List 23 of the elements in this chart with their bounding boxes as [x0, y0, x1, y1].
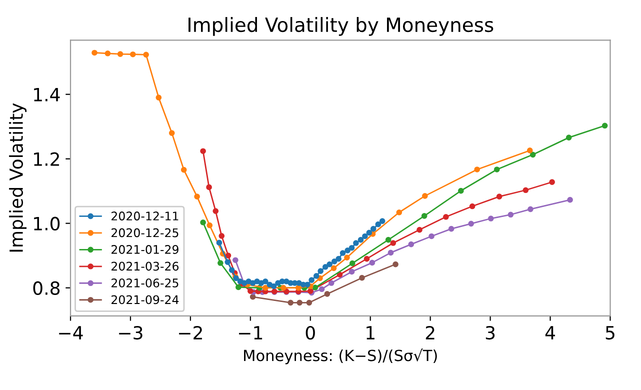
legend-label: 2021-09-24 [112, 295, 179, 304]
y-tick-label: 1.2 [34, 152, 59, 166]
legend-label: 2021-03-26 [112, 262, 179, 271]
x-tick-label: 0 [306, 326, 315, 340]
y-axis-title: Implied Volatility [9, 103, 27, 252]
y-tick-label: 0.8 [33, 281, 60, 295]
y-tick-label: 1.4 [34, 88, 60, 102]
legend-label: 2020-12-25 [112, 228, 178, 238]
y-tick-label: 1.0 [34, 216, 60, 230]
x-tick-label: 4 [545, 326, 555, 340]
legend-label: 2020-12-11 [112, 212, 178, 220]
x-tick-label: −4 [59, 326, 83, 340]
legend-label: 2021-01-29 [112, 245, 178, 254]
x-tick-label: 3 [486, 326, 495, 340]
x-tick-label: 2 [426, 326, 434, 340]
x-tick-label: −1 [239, 326, 262, 340]
chart-title: Implied Volatility by Moneyness [188, 17, 494, 36]
legend-label: 2021-06-25 [112, 278, 178, 288]
x-tick-label: −3 [119, 326, 142, 340]
x-tick-label: −2 [179, 326, 202, 340]
x-tick-label: 1 [366, 326, 374, 340]
x-axis-title: Moneyness: (K−S)/(Sσ√T) [244, 348, 437, 364]
x-tick-label: 5 [606, 326, 614, 340]
